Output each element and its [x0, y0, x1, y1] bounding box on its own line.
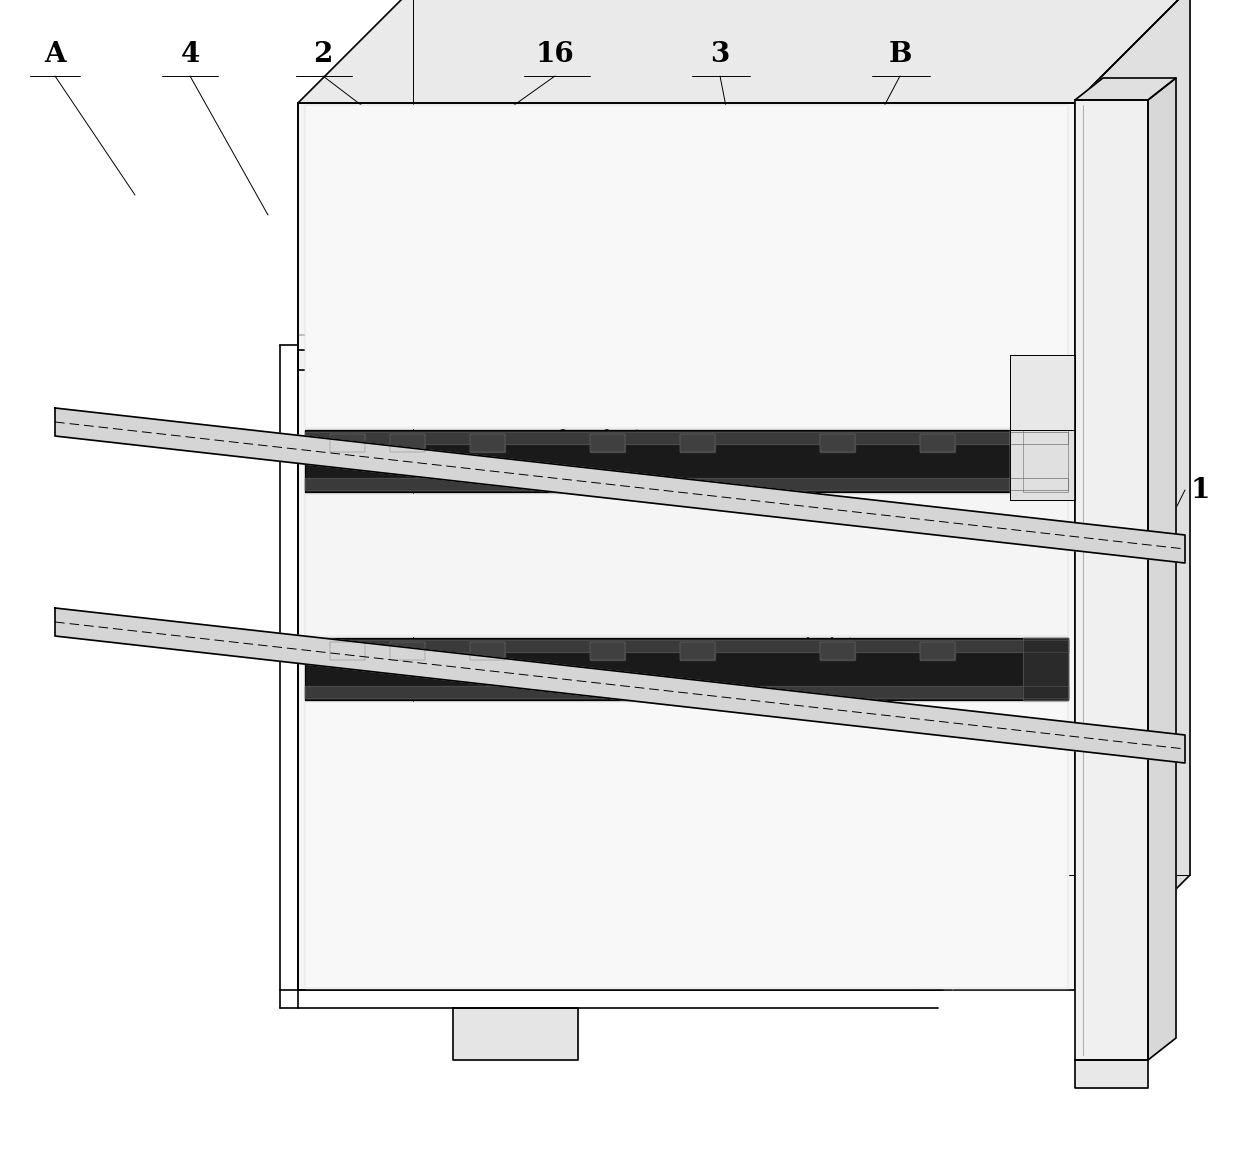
Polygon shape	[298, 0, 1190, 103]
Polygon shape	[305, 686, 1068, 698]
Polygon shape	[55, 608, 1185, 763]
Text: A: A	[45, 42, 66, 68]
Polygon shape	[1075, 0, 1190, 990]
Polygon shape	[391, 434, 425, 452]
Polygon shape	[305, 104, 1068, 428]
Polygon shape	[1148, 78, 1176, 1060]
Polygon shape	[680, 642, 715, 659]
Text: 2: 2	[314, 42, 332, 68]
Polygon shape	[1011, 355, 1075, 430]
Polygon shape	[1075, 1060, 1148, 1088]
Polygon shape	[920, 434, 955, 452]
Polygon shape	[305, 639, 1068, 700]
Text: B: B	[888, 42, 911, 68]
Polygon shape	[820, 642, 856, 659]
Polygon shape	[305, 640, 1068, 652]
Text: 1: 1	[1190, 476, 1210, 504]
Text: 3: 3	[711, 42, 729, 68]
Polygon shape	[305, 430, 1068, 492]
Polygon shape	[1075, 78, 1176, 100]
Polygon shape	[1023, 639, 1068, 700]
Polygon shape	[590, 434, 625, 452]
Polygon shape	[820, 434, 856, 452]
Polygon shape	[1075, 100, 1148, 1060]
Polygon shape	[298, 349, 937, 990]
Text: 16: 16	[536, 42, 574, 68]
Polygon shape	[305, 432, 1068, 444]
Polygon shape	[391, 642, 425, 659]
Polygon shape	[1023, 430, 1068, 492]
Polygon shape	[55, 408, 1185, 563]
Polygon shape	[453, 1008, 578, 1060]
Text: 4: 4	[180, 42, 200, 68]
Polygon shape	[305, 493, 1068, 636]
Polygon shape	[680, 434, 715, 452]
Polygon shape	[920, 642, 955, 659]
Polygon shape	[470, 434, 505, 452]
Polygon shape	[298, 103, 1075, 990]
Polygon shape	[330, 642, 365, 659]
Polygon shape	[590, 642, 625, 659]
Polygon shape	[470, 642, 505, 659]
Polygon shape	[305, 478, 1068, 490]
Polygon shape	[1011, 430, 1075, 500]
Polygon shape	[330, 434, 365, 452]
Polygon shape	[305, 702, 1068, 988]
